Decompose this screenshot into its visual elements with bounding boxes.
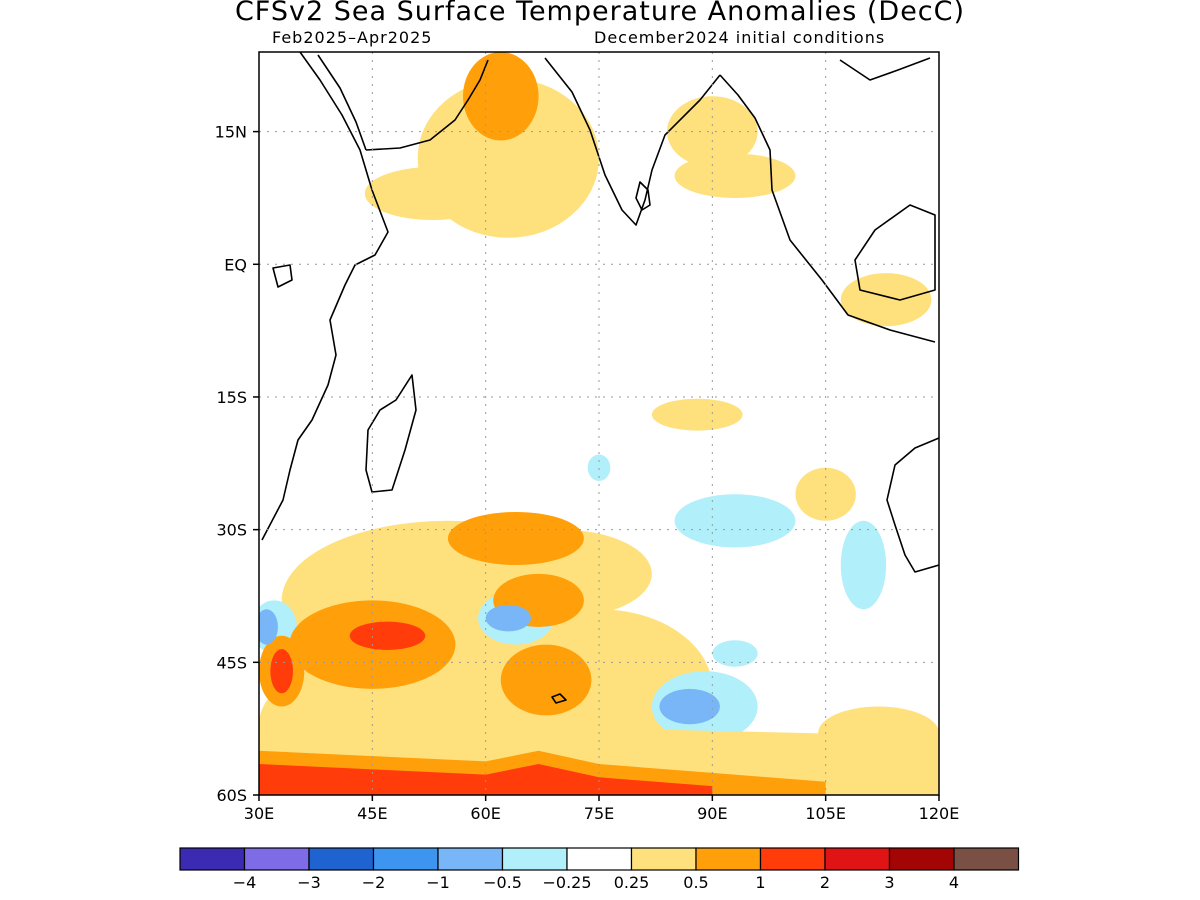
colorbar-swatch (953, 847, 1020, 871)
anomaly-region (674, 494, 796, 548)
colorbar-label: −0.25 (542, 873, 591, 892)
colorbar-swatch (372, 847, 439, 871)
anomaly-region (795, 467, 856, 521)
anomaly-field (259, 52, 939, 795)
y-tick-label: 15N (215, 123, 247, 142)
coastline-india (544, 57, 721, 226)
y-tick-label: 15S (216, 388, 247, 407)
x-axis: 30E 45E 60E 75E 90E 105E 120E (244, 795, 960, 823)
anomaly-region (840, 520, 887, 610)
anomaly-region (349, 621, 426, 650)
colorbar-swatch (243, 847, 310, 871)
anomaly-region (587, 454, 611, 481)
colorbar-label: −4 (233, 873, 257, 892)
plot-area (258, 51, 940, 796)
coastline-bay-of-bengal (719, 74, 936, 343)
x-tick-label: 105E (805, 804, 846, 823)
colorbar-label: −2 (362, 873, 386, 892)
y-tick-label: 60S (216, 786, 247, 805)
x-tick-label: 120E (919, 804, 960, 823)
coastline-australia-west (886, 437, 939, 573)
anomaly-region (674, 153, 796, 198)
anomaly-region (840, 273, 932, 327)
x-tick-label: 60E (470, 804, 500, 823)
x-tick-label: 45E (357, 804, 387, 823)
y-tick-label: 30S (216, 521, 247, 540)
colorbar-swatch (437, 847, 504, 871)
colorbar-label: −3 (297, 873, 321, 892)
coastline-lake-victoria (272, 264, 293, 288)
coastline-red-sea (317, 54, 367, 151)
anomaly-region (485, 604, 531, 632)
y-tick-label: EQ (224, 255, 247, 274)
colorbar-swatch (759, 847, 826, 871)
colorbar-label: 0.5 (683, 873, 708, 892)
colorbar-label: −1 (426, 873, 450, 892)
colorbar-label: 3 (884, 873, 894, 892)
initial-conditions: December2024 initial conditions (594, 28, 886, 47)
colorbar-swatch (179, 847, 246, 871)
coastline-sri-lanka (635, 181, 651, 211)
colorbar: −4 −3 −2 −1 −0.5 −0.25 0.25 0.5 1 2 3 4 (179, 847, 1020, 892)
anomaly-region (447, 511, 584, 566)
coastline-africa-arabia (261, 52, 389, 541)
colorbar-swatch (501, 847, 568, 871)
y-axis: 15N EQ 15S 30S 45S 60S (215, 123, 259, 805)
colorbar-swatch (630, 847, 697, 871)
coastline-arabia-south (365, 59, 489, 151)
x-tick-label: 75E (584, 804, 614, 823)
anomaly-region (667, 96, 758, 167)
anomaly-region (270, 649, 293, 694)
coastline-southeast-asia (839, 57, 931, 81)
anomaly-region (364, 166, 501, 221)
anomaly-band (259, 764, 713, 795)
anomaly-region (651, 398, 743, 431)
colorbar-swatch (888, 847, 955, 871)
x-tick-label: 90E (697, 804, 727, 823)
colorbar-label: −0.5 (483, 873, 522, 892)
coastline-kerguelen (551, 693, 567, 704)
colorbar-swatch (695, 847, 762, 871)
y-tick-label: 45S (216, 653, 247, 672)
colorbar-label: 0.25 (614, 873, 650, 892)
colorbar-swatch (566, 847, 633, 871)
coastlines (261, 52, 939, 704)
gridlines (259, 52, 939, 795)
coastline-borneo (854, 204, 936, 301)
anomaly-region (659, 688, 720, 725)
x-tick-label: 30E (244, 804, 274, 823)
colorbar-label: 1 (755, 873, 765, 892)
anomaly-region (712, 640, 758, 667)
colorbar-swatch (824, 847, 891, 871)
colorbar-swatch (308, 847, 375, 871)
colorbar-label: 2 (820, 873, 830, 892)
map-title: CFSv2 Sea Surface Temperature Anomalies … (234, 0, 966, 27)
colorbar-label: 4 (949, 873, 959, 892)
anomaly-region (500, 644, 592, 716)
anomaly-region (259, 609, 278, 645)
coastline-madagascar (365, 374, 417, 493)
anomaly-region (463, 52, 539, 141)
forecast-period: Feb2025–Apr2025 (272, 28, 433, 47)
